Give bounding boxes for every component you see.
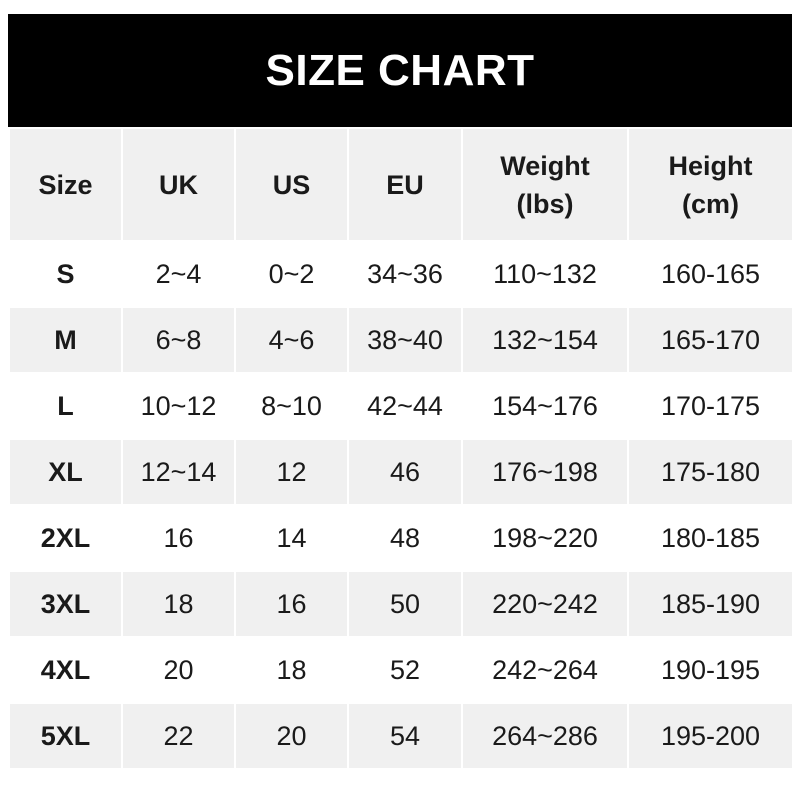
header-weight-line: Weight	[500, 150, 590, 181]
header-eu-line: EU	[386, 169, 424, 200]
cell-us: 12	[234, 438, 349, 506]
cell-eu: 52	[347, 636, 463, 704]
cell-eu: 50	[347, 570, 463, 638]
cell-eu: 38~40	[347, 306, 463, 374]
cell-us: 8~10	[234, 372, 349, 440]
cell-weight: 220~242	[461, 570, 629, 638]
cell-uk: 12~14	[121, 438, 236, 506]
cell-height: 190-195	[627, 636, 794, 704]
cell-uk: 10~12	[121, 372, 236, 440]
cell-eu: 48	[347, 504, 463, 572]
header-height-line: Height	[668, 150, 753, 181]
header-weight-line: (lbs)	[516, 188, 574, 219]
cell-weight: 198~220	[461, 504, 629, 572]
cell-us: 0~2	[234, 240, 349, 308]
header-us: US	[234, 127, 349, 242]
table-row: S 2~4 0~2 34~36 110~132 160-165	[8, 240, 794, 308]
table-row: 5XL 22 20 54 264~286 195-200	[8, 702, 794, 770]
table-row: 2XL 16 14 48 198~220 180-185	[8, 504, 794, 572]
cell-us: 20	[234, 702, 349, 770]
header-eu: EU	[347, 127, 463, 242]
table-row: L 10~12 8~10 42~44 154~176 170-175	[8, 372, 794, 440]
cell-size: M	[8, 306, 123, 374]
cell-height: 180-185	[627, 504, 794, 572]
cell-us: 18	[234, 636, 349, 704]
header-uk: UK	[121, 127, 236, 242]
cell-weight: 132~154	[461, 306, 629, 374]
table-row: XL 12~14 12 46 176~198 175-180	[8, 438, 794, 506]
cell-weight: 242~264	[461, 636, 629, 704]
size-chart-title: SIZE CHART	[8, 14, 792, 127]
header-height-line: (cm)	[681, 188, 739, 219]
header-weight: Weight (lbs)	[461, 127, 629, 242]
cell-weight: 154~176	[461, 372, 629, 440]
header-row: Size UK US EU Weight (lbs) Height (cm)	[8, 127, 794, 242]
cell-height: 165-170	[627, 306, 794, 374]
cell-size: S	[8, 240, 123, 308]
cell-weight: 176~198	[461, 438, 629, 506]
cell-us: 16	[234, 570, 349, 638]
header-uk-line: UK	[159, 169, 198, 200]
cell-uk: 22	[121, 702, 236, 770]
cell-weight: 264~286	[461, 702, 629, 770]
cell-uk: 6~8	[121, 306, 236, 374]
cell-us: 14	[234, 504, 349, 572]
cell-us: 4~6	[234, 306, 349, 374]
cell-size: XL	[8, 438, 123, 506]
table-row: 4XL 20 18 52 242~264 190-195	[8, 636, 794, 704]
cell-uk: 16	[121, 504, 236, 572]
cell-uk: 18	[121, 570, 236, 638]
cell-eu: 34~36	[347, 240, 463, 308]
cell-eu: 42~44	[347, 372, 463, 440]
cell-height: 160-165	[627, 240, 794, 308]
cell-uk: 2~4	[121, 240, 236, 308]
table-row: M 6~8 4~6 38~40 132~154 165-170	[8, 306, 794, 374]
header-us-line: US	[272, 169, 311, 200]
cell-size: L	[8, 372, 123, 440]
cell-size: 2XL	[8, 504, 123, 572]
cell-size: 3XL	[8, 570, 123, 638]
cell-height: 195-200	[627, 702, 794, 770]
cell-weight: 110~132	[461, 240, 629, 308]
table-row: 3XL 18 16 50 220~242 185-190	[8, 570, 794, 638]
cell-eu: 54	[347, 702, 463, 770]
cell-uk: 20	[121, 636, 236, 704]
cell-size: 4XL	[8, 636, 123, 704]
cell-height: 175-180	[627, 438, 794, 506]
cell-height: 170-175	[627, 372, 794, 440]
cell-eu: 46	[347, 438, 463, 506]
header-size: Size	[8, 127, 123, 242]
cell-size: 5XL	[8, 702, 123, 770]
header-size-line: Size	[38, 169, 93, 200]
cell-height: 185-190	[627, 570, 794, 638]
header-height: Height (cm)	[627, 127, 794, 242]
size-chart-table: Size UK US EU Weight (lbs) Height (cm) S 2~4 0~2 3…	[8, 127, 794, 770]
